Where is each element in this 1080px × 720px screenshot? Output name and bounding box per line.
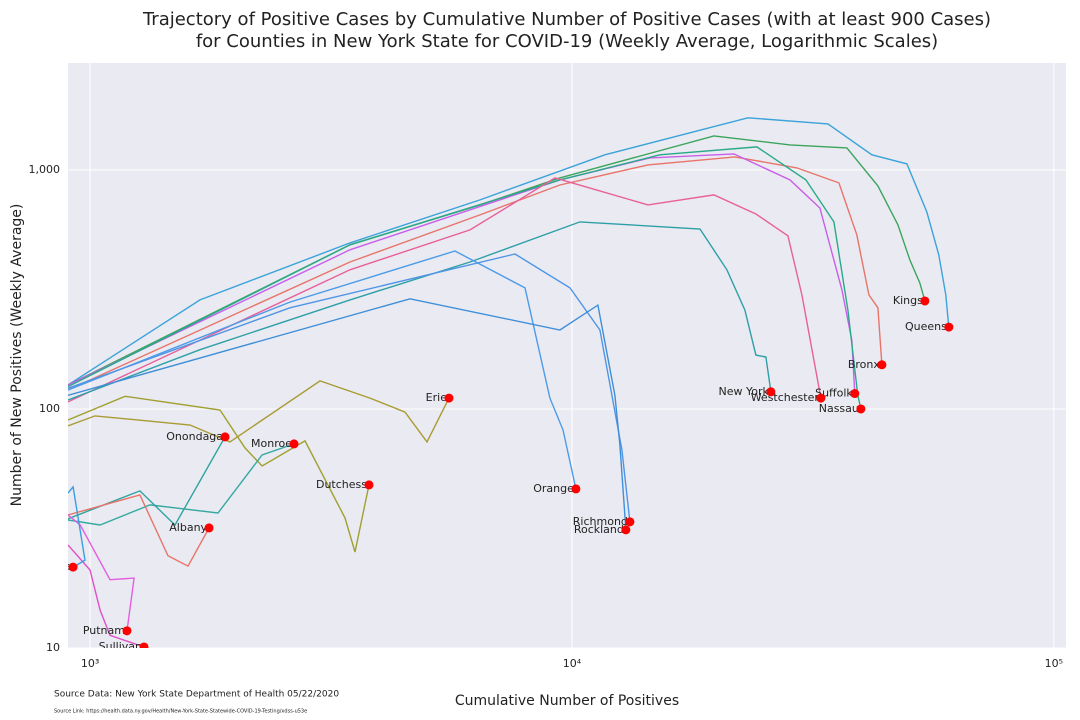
series-line <box>68 117 950 386</box>
source-link: Source Link: https://health.data.ny.gov/… <box>54 709 307 715</box>
series-line <box>68 250 577 490</box>
county-label: Erie <box>426 391 448 404</box>
series-line <box>68 153 856 394</box>
end-marker <box>122 626 132 636</box>
county-label: Kings <box>893 294 923 307</box>
series-line <box>68 395 370 553</box>
chart-title: Trajectory of Positive Cases by Cumulati… <box>142 9 991 30</box>
county-label: Orange <box>533 482 574 495</box>
end-marker <box>850 389 860 399</box>
series-line <box>68 494 210 568</box>
end-marker <box>920 296 930 306</box>
county-label: Dutchess <box>316 478 367 491</box>
county-label: Queens <box>905 320 947 333</box>
end-marker <box>204 523 214 533</box>
x-tick-label: 10³ <box>81 657 99 670</box>
county-label: Albany <box>169 521 207 534</box>
series-line <box>68 221 772 401</box>
x-axis-label: Cumulative Number of Positives <box>455 693 679 709</box>
source: Source Data: New York State Department o… <box>54 690 339 700</box>
y-tick-label: 100 <box>39 402 60 415</box>
county-label: Rockland <box>574 523 624 536</box>
y-tick-label: 1,000 <box>29 163 61 176</box>
end-marker <box>444 393 454 403</box>
grid <box>68 63 1066 649</box>
end-marker <box>621 525 631 535</box>
plot-background <box>68 63 1066 648</box>
series-line <box>68 380 450 444</box>
series-line <box>68 253 631 522</box>
series-lines: QueensKingsBronxSuffolkNassauWestchester… <box>68 117 954 653</box>
county-label: Bronx <box>848 358 881 371</box>
y-axis-label: Number of New Positives (Weekly Average) <box>9 204 25 507</box>
county-label: Monroe <box>251 437 292 450</box>
end-marker <box>625 517 635 527</box>
series-line <box>68 146 862 410</box>
end-marker <box>816 393 826 403</box>
end-marker <box>68 562 78 572</box>
series-line <box>68 177 822 403</box>
end-marker <box>877 360 887 370</box>
county-label: New York <box>718 385 769 398</box>
county-label: Sullivan <box>99 640 142 653</box>
series-line <box>68 485 86 568</box>
series-line <box>68 298 627 530</box>
y-tick-label: 10 <box>46 641 60 654</box>
end-marker <box>766 387 776 397</box>
end-marker <box>220 432 230 442</box>
end-marker <box>944 322 954 332</box>
end-marker <box>139 642 149 648</box>
end-marker <box>289 439 299 449</box>
county-label: Nassau <box>819 402 859 415</box>
x-tick-label: 10⁵ <box>1045 657 1063 670</box>
chart-title: for Counties in New York State for COVID… <box>196 31 938 52</box>
county-label: Richmond <box>573 515 628 528</box>
series-line <box>68 156 883 391</box>
end-marker <box>856 404 866 414</box>
x-tick-label: 10⁴ <box>563 657 582 670</box>
end-marker <box>571 484 581 494</box>
end-marker <box>364 480 374 490</box>
county-label: Onondaga <box>166 430 223 443</box>
county-label: Putnam <box>83 624 125 637</box>
series-line <box>68 514 135 631</box>
